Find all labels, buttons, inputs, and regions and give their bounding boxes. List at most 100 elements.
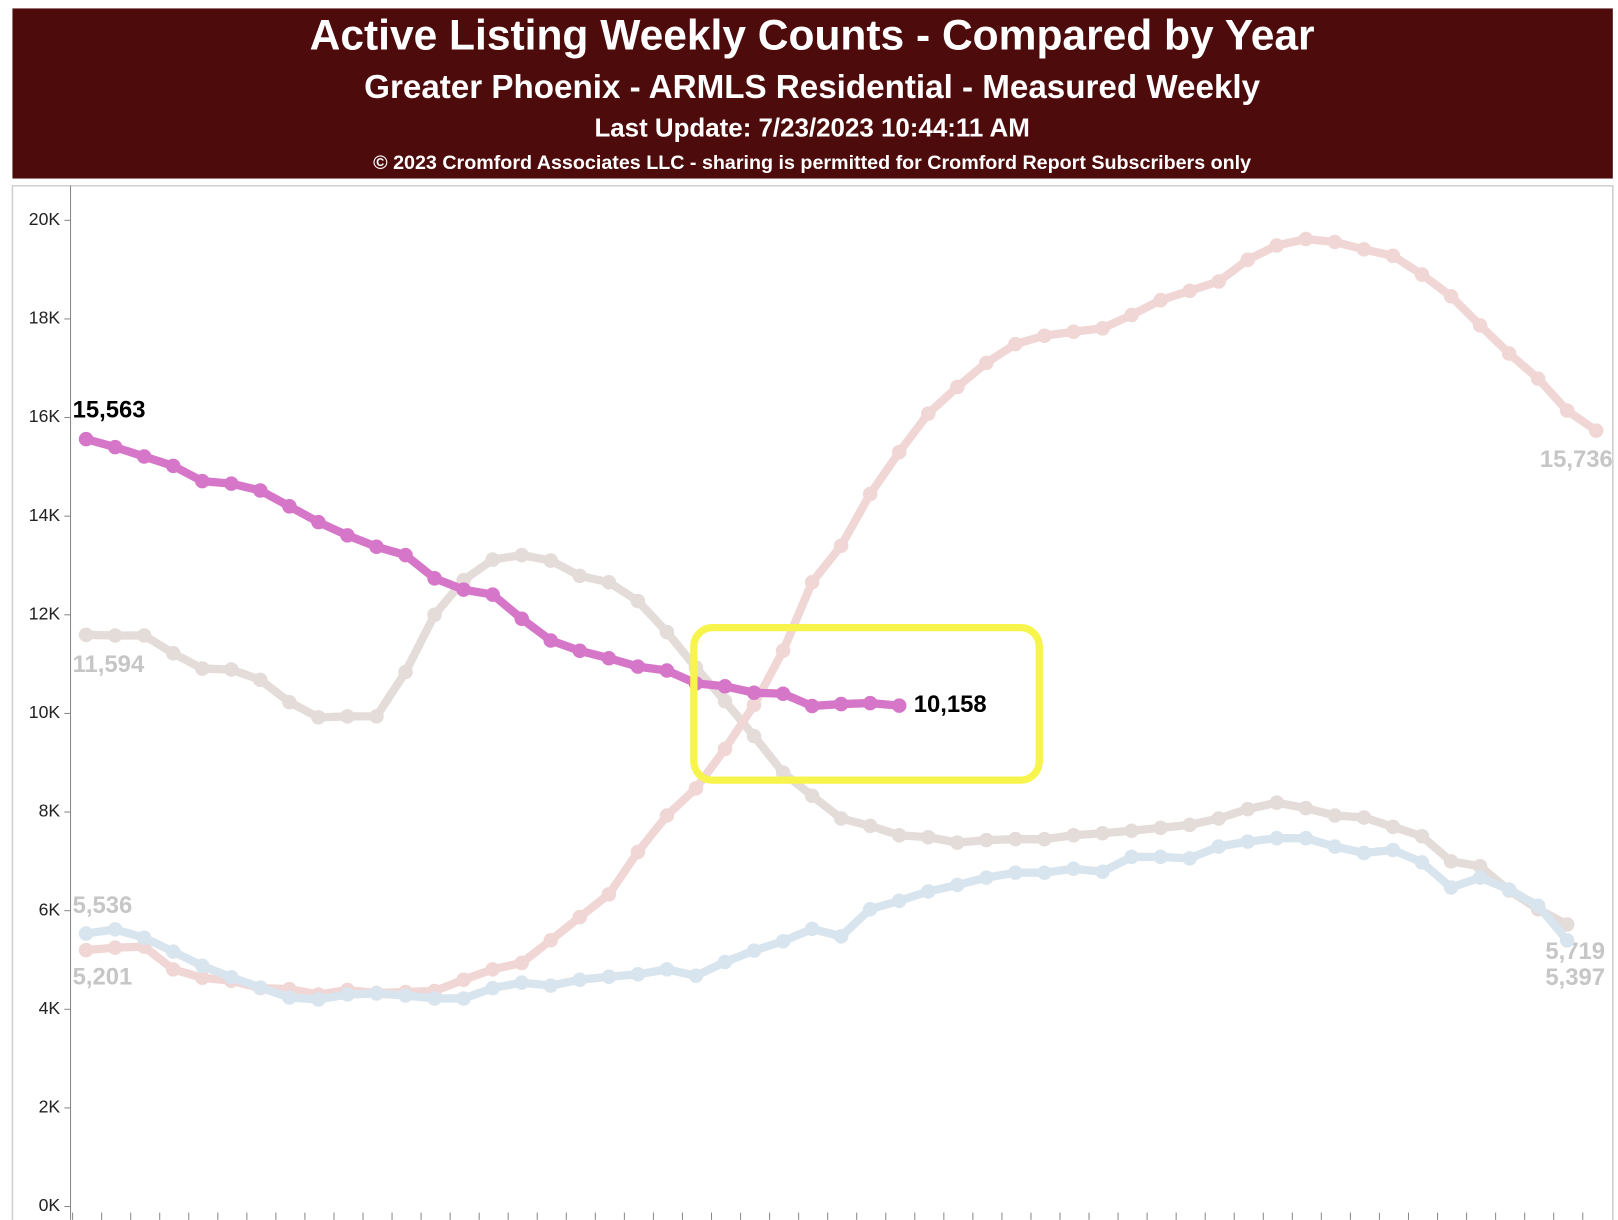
series-point bbox=[979, 832, 994, 848]
series-point bbox=[1414, 855, 1430, 870]
series-point bbox=[601, 887, 617, 902]
series-point bbox=[311, 710, 326, 725]
series-point bbox=[833, 696, 849, 712]
series-point bbox=[1356, 810, 1372, 825]
series-point bbox=[1240, 801, 1255, 817]
series-point bbox=[833, 811, 849, 826]
data-label: 5,397 bbox=[1545, 964, 1605, 991]
series-point bbox=[1037, 865, 1052, 880]
series-point bbox=[862, 901, 878, 917]
series-point bbox=[746, 943, 762, 958]
series-point bbox=[891, 444, 907, 460]
series-point bbox=[427, 991, 442, 1006]
series-point bbox=[485, 552, 500, 567]
series-point bbox=[165, 458, 181, 474]
series-point bbox=[136, 628, 152, 643]
series-point bbox=[1066, 324, 1081, 340]
series-point bbox=[1559, 933, 1575, 948]
series-point bbox=[833, 538, 849, 554]
series-point bbox=[891, 827, 907, 843]
series-point bbox=[194, 958, 210, 974]
y-tick-label: 16K bbox=[29, 406, 61, 426]
series-point bbox=[282, 990, 297, 1005]
series-point bbox=[1182, 283, 1197, 299]
series-point bbox=[543, 933, 559, 948]
series-point bbox=[1124, 307, 1139, 323]
series-point bbox=[1414, 828, 1430, 844]
series-point bbox=[427, 571, 442, 586]
series-point bbox=[543, 978, 559, 993]
series-point bbox=[950, 877, 965, 893]
series-point bbox=[194, 970, 210, 986]
series-point bbox=[253, 980, 268, 995]
series-point bbox=[485, 962, 500, 977]
series-point bbox=[485, 980, 500, 996]
series-point bbox=[311, 514, 326, 530]
series-point bbox=[804, 575, 820, 590]
series-point bbox=[717, 679, 733, 694]
series-point bbox=[282, 499, 297, 514]
series-point bbox=[398, 988, 413, 1003]
header-banner bbox=[12, 8, 1613, 179]
series-point bbox=[601, 650, 617, 666]
series-point bbox=[398, 664, 413, 680]
series-point bbox=[1095, 825, 1110, 841]
series-point bbox=[194, 473, 210, 489]
series-point bbox=[688, 968, 704, 984]
series-point bbox=[804, 921, 820, 937]
series-point bbox=[572, 909, 588, 925]
series-point bbox=[1124, 823, 1139, 839]
series-point bbox=[775, 686, 791, 701]
series-point bbox=[456, 972, 471, 987]
series-point bbox=[862, 695, 878, 711]
series-point bbox=[921, 829, 936, 845]
series-point bbox=[659, 808, 675, 823]
series-point bbox=[369, 709, 384, 724]
series-point bbox=[1530, 371, 1546, 386]
series-point bbox=[456, 991, 471, 1006]
series-point bbox=[862, 486, 878, 502]
series-point bbox=[78, 431, 94, 447]
series-point bbox=[659, 624, 675, 640]
series-point bbox=[1066, 861, 1081, 877]
series-point bbox=[601, 575, 617, 590]
series-line bbox=[81, 234, 1601, 999]
series-point bbox=[107, 940, 123, 955]
series-point bbox=[107, 439, 123, 455]
series-point bbox=[107, 922, 123, 937]
highlight-box bbox=[690, 624, 1043, 784]
series-point bbox=[921, 406, 936, 421]
series-point bbox=[514, 955, 529, 971]
series-point bbox=[1327, 234, 1343, 250]
series-point bbox=[224, 662, 239, 677]
series-point bbox=[253, 672, 268, 688]
y-tick-label: 18K bbox=[29, 308, 61, 328]
series-point bbox=[862, 818, 878, 834]
series-point bbox=[1153, 849, 1168, 865]
series-point bbox=[775, 933, 791, 949]
series-point bbox=[775, 643, 791, 659]
y-tick-label: 12K bbox=[29, 603, 61, 623]
series-point bbox=[1211, 839, 1226, 854]
series-point bbox=[1356, 242, 1372, 257]
series-point bbox=[630, 593, 646, 609]
series-point bbox=[1240, 252, 1255, 268]
series-point bbox=[78, 627, 94, 643]
series-point bbox=[1066, 827, 1081, 843]
series-point bbox=[224, 969, 239, 985]
series-point bbox=[1443, 288, 1459, 304]
series-point bbox=[950, 379, 965, 395]
copyright-note: © 2023 Cromford Associates LLC - sharing… bbox=[373, 152, 1251, 174]
series-point bbox=[398, 547, 413, 563]
series-point bbox=[1385, 842, 1401, 858]
update-note: Last Update: 7/23/2023 10:44:11 AM bbox=[594, 115, 1029, 143]
series-point bbox=[717, 693, 733, 709]
y-tick-label: 14K bbox=[29, 505, 61, 525]
series-point bbox=[1008, 336, 1023, 352]
series-point bbox=[514, 611, 529, 627]
series-point bbox=[1182, 817, 1197, 833]
series-point bbox=[514, 547, 529, 563]
series-point bbox=[1327, 839, 1343, 854]
y-tick-label: 0K bbox=[39, 1195, 61, 1215]
series-point bbox=[746, 697, 762, 713]
